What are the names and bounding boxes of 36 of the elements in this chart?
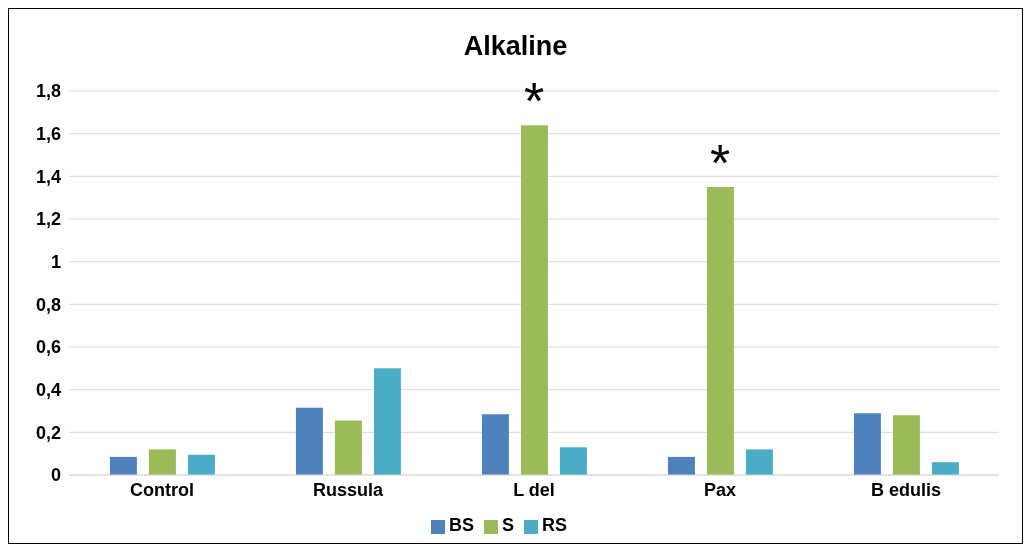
y-tick-label: 0,8 <box>35 294 61 315</box>
y-tick-label: 1,4 <box>35 166 61 187</box>
bar <box>706 187 734 475</box>
annotation: * <box>709 134 731 192</box>
bar <box>745 449 773 475</box>
bar <box>373 368 401 475</box>
x-tick-label: L del <box>513 479 555 500</box>
bar <box>892 415 920 475</box>
bar <box>520 125 548 475</box>
y-tick-label: 1,8 <box>35 81 61 102</box>
legend-label: RS <box>542 515 568 535</box>
bar <box>931 462 959 475</box>
bar <box>148 449 176 475</box>
y-tick-label: 1 <box>50 252 61 273</box>
bar <box>295 407 323 475</box>
bar <box>334 420 362 475</box>
y-tick-label: 0,6 <box>35 337 61 358</box>
x-tick-label: Russula <box>312 479 384 500</box>
bar <box>667 456 695 475</box>
bar <box>187 454 215 475</box>
bar <box>481 414 509 475</box>
x-tick-label: Pax <box>703 479 737 500</box>
bar <box>853 413 881 475</box>
y-tick-label: 0,4 <box>35 380 61 401</box>
bar <box>559 447 587 475</box>
y-tick-label: 1,2 <box>35 209 61 230</box>
annotation: * <box>523 72 545 131</box>
x-tick-label: Control <box>130 479 194 500</box>
y-tick-label: 0 <box>50 465 61 486</box>
chart-title: Alkaline <box>462 30 569 63</box>
legend-label: S <box>501 515 514 535</box>
bar <box>109 456 137 475</box>
y-tick-label: 1,6 <box>35 124 61 145</box>
legend-label: BS <box>448 515 474 535</box>
x-tick-label: B edulis <box>870 479 942 500</box>
y-tick-label: 0,2 <box>35 422 61 443</box>
